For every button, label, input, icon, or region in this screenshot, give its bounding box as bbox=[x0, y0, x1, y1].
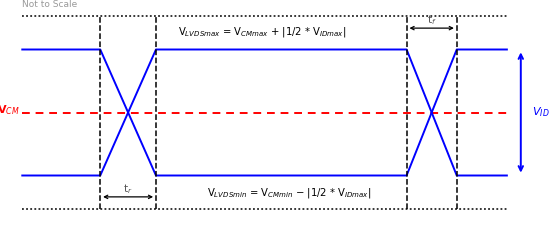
Text: t$_f$: t$_f$ bbox=[427, 13, 437, 27]
Text: V$_{LVDS min}$ = V$_{CM min}$ − |1/2 * V$_{ID max}$|: V$_{LVDS min}$ = V$_{CM min}$ − |1/2 * V… bbox=[207, 186, 372, 200]
Text: Not to Scale: Not to Scale bbox=[22, 0, 77, 9]
Text: V$_{CM}$: V$_{CM}$ bbox=[0, 103, 19, 117]
Text: V$_{ID}$: V$_{ID}$ bbox=[532, 106, 550, 119]
Text: V$_{LVDS max}$ = V$_{CM max}$ + |1/2 * V$_{ID max}$|: V$_{LVDS max}$ = V$_{CM max}$ + |1/2 * V… bbox=[178, 25, 346, 39]
Text: t$_r$: t$_r$ bbox=[123, 182, 133, 196]
